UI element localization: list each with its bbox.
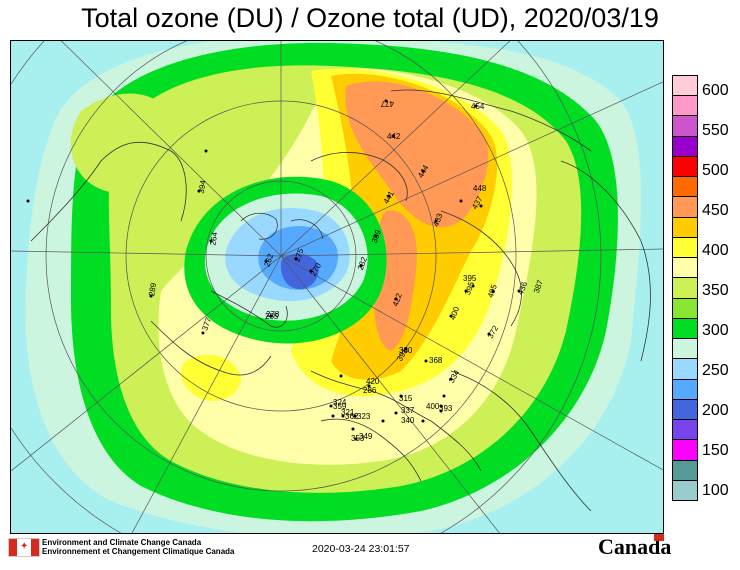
station-label: 315 [399, 394, 413, 403]
station-label: 337 [401, 406, 415, 415]
station-label: 321 [341, 408, 355, 417]
legend-swatch [672, 75, 698, 97]
legend-swatch [672, 378, 698, 400]
station-label: 422 [391, 291, 404, 307]
legend-label: 150 [702, 442, 729, 459]
legend-swatch [672, 297, 698, 319]
legend-swatch [672, 317, 698, 340]
legend-label: 300 [702, 322, 729, 339]
station-label: 262 [262, 252, 275, 268]
station-label: 395 [463, 280, 476, 296]
legend-label: 450 [702, 202, 729, 219]
station-label: 324 [333, 398, 347, 407]
dept-english: Environment and Climate Change Canada [42, 538, 202, 547]
legend-swatch [672, 419, 698, 441]
station-label: 387 [532, 278, 545, 294]
legend-swatch [672, 358, 698, 380]
station-label: 289 [147, 282, 158, 297]
station-label: 264 [208, 231, 219, 246]
station-label: 368 [429, 356, 443, 365]
station-label: 323 [357, 412, 371, 421]
station-label: 349 [359, 432, 373, 441]
legend-swatch [672, 115, 698, 137]
timestamp: 2020-03-24 23:01:57 [312, 543, 410, 555]
station-label: 340 [401, 416, 415, 425]
legend-swatch [672, 338, 698, 360]
station-label: 285 [265, 312, 279, 321]
legend-swatch [672, 439, 698, 461]
color-legend [672, 75, 698, 501]
legend-swatch [672, 479, 698, 501]
legend-swatch [672, 216, 698, 238]
station-label: 477 [380, 99, 394, 108]
station-label: 442 [387, 132, 401, 141]
wordmark-flag-icon [654, 534, 664, 541]
station-label: 448 [473, 184, 487, 193]
legend-swatch [672, 135, 698, 157]
canada-flag-icon: ✦ [8, 538, 40, 557]
station-label: 400 [426, 402, 440, 411]
station-label: 405 [486, 283, 499, 299]
legend-label: 100 [702, 482, 729, 499]
legend-label: 500 [702, 162, 729, 179]
legend-swatch [672, 196, 698, 218]
station-label: 389 [370, 228, 383, 244]
station-label: 275 [292, 247, 305, 263]
legend-swatch [672, 236, 698, 259]
station-label: 282 [356, 255, 369, 271]
legend-label: 400 [702, 242, 729, 259]
station-label: 359 [333, 402, 347, 411]
legend-swatch [672, 257, 698, 279]
station-label: 395 [463, 274, 477, 283]
station-label: 454 [471, 102, 485, 111]
station-label: 400 [448, 305, 461, 321]
legend-label: 550 [702, 122, 729, 139]
legend-label: 250 [702, 362, 729, 379]
legend-label: 200 [702, 402, 729, 419]
page-title: Total ozone (DU) / Ozone total (UD), 202… [81, 3, 659, 33]
station-label: 362 [345, 412, 359, 421]
station-label: 420 [366, 377, 380, 386]
legend-swatch [672, 95, 698, 117]
legend-label: 350 [702, 282, 729, 299]
station-label: 433 [431, 212, 444, 228]
department-name: Environment and Climate Change Canada En… [42, 538, 234, 556]
station-label: 286 [363, 386, 377, 395]
station-label: 278 [266, 310, 280, 319]
station-label: 377 [200, 316, 213, 332]
legend-swatch [672, 155, 698, 178]
legend-label: 600 [702, 82, 729, 99]
station-label: 353 [351, 434, 365, 443]
station-label: 436 [516, 280, 529, 296]
legend-swatch [672, 398, 698, 421]
station-label: 380 [399, 346, 413, 355]
legend-swatch [672, 459, 698, 481]
legend-swatch [672, 277, 698, 299]
dept-french: Environnement et Changement Climatique C… [42, 547, 235, 556]
station-label: 394 [197, 179, 208, 194]
ozone-map: 477 442 454 444 437 441 389 433 448 422 … [10, 40, 664, 534]
legend-swatch [672, 176, 698, 198]
station-label: 393 [439, 404, 453, 413]
